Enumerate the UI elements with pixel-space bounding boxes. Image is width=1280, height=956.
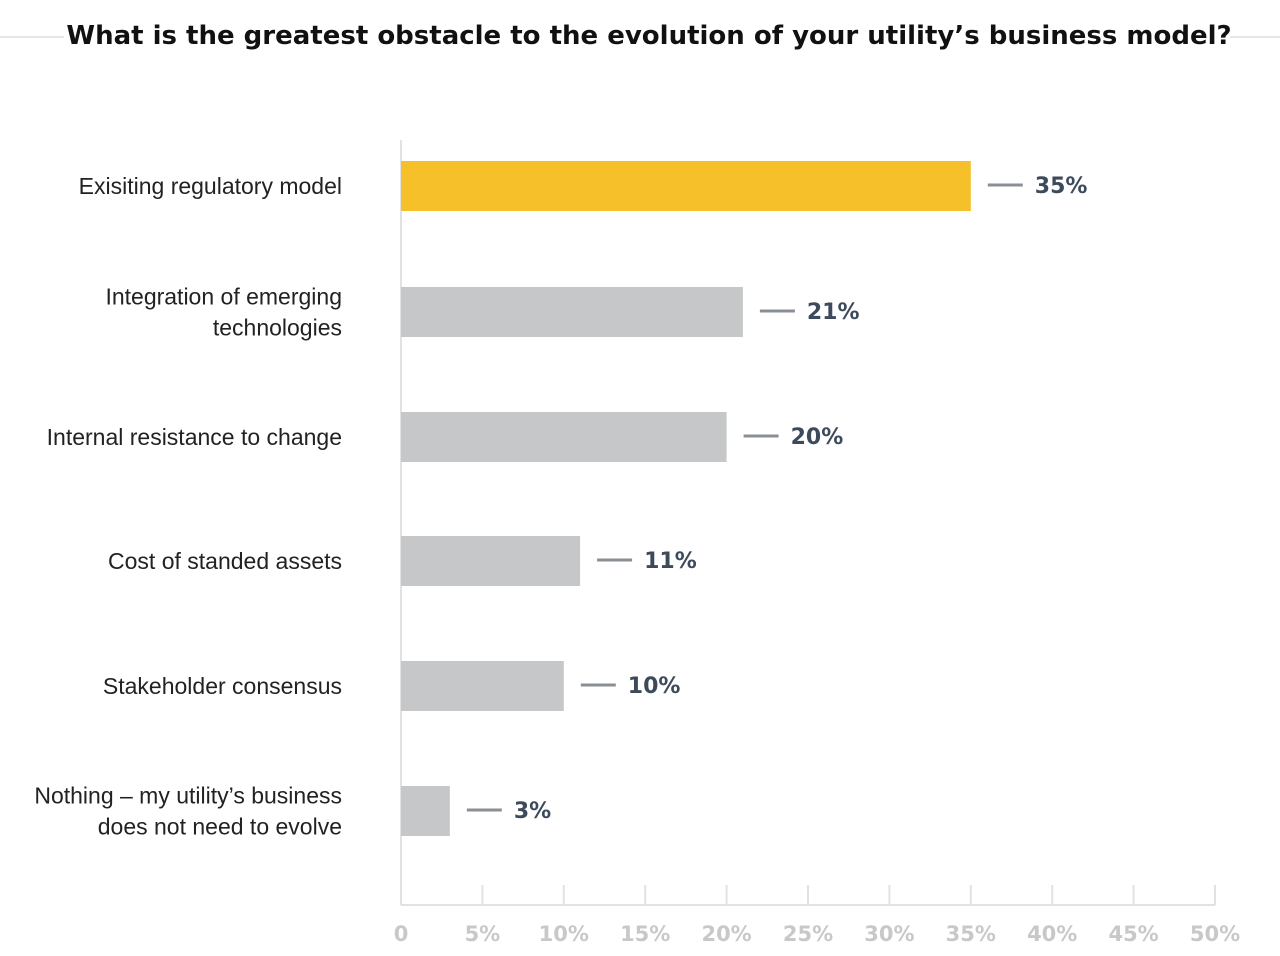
category-label-line: Cost of standed assets — [108, 548, 342, 574]
data-label: 10% — [628, 674, 681, 699]
category-label: Nothing – my utility’s business does not … — [34, 783, 342, 840]
category-label-line: Nothing – my utility’s business — [34, 783, 342, 809]
x-tick-label: 35% — [946, 922, 996, 946]
data-label: 21% — [807, 300, 860, 325]
bar — [401, 287, 743, 337]
bar — [401, 536, 581, 586]
data-label: 11% — [644, 549, 697, 574]
data-label: 20% — [791, 425, 844, 450]
category-label-line: Integration of emerging — [105, 284, 342, 310]
category-label-line: Internal resistance to change — [47, 424, 342, 450]
x-tick-label: 5% — [465, 922, 501, 946]
x-tick-label: 50% — [1190, 922, 1240, 946]
category-label: Integration of emerging technologies — [105, 284, 342, 341]
x-tick-label: 10% — [539, 922, 589, 946]
x-tick-label: 30% — [864, 922, 914, 946]
x-tick-label: 20% — [701, 922, 751, 946]
x-tick-label: 25% — [783, 922, 833, 946]
x-tick-label: 45% — [1108, 922, 1158, 946]
category-label: Exisiting regulatory model — [79, 173, 342, 199]
bar — [401, 661, 564, 711]
category-label: Cost of standed assets — [108, 548, 342, 574]
chart-title: What is the greatest obstacle to the evo… — [66, 21, 1231, 51]
data-label: 3% — [514, 799, 551, 824]
x-tick-label: 0 — [394, 922, 409, 946]
category-label-line: Exisiting regulatory model — [79, 173, 342, 199]
x-tick-label: 15% — [620, 922, 670, 946]
category-label-line: technologies — [213, 315, 342, 341]
bar — [401, 412, 727, 462]
category-label-line: Stakeholder consensus — [103, 673, 342, 699]
bar — [401, 161, 971, 211]
data-label: 35% — [1035, 174, 1088, 199]
x-tick-label: 40% — [1027, 922, 1077, 946]
category-label: Stakeholder consensus — [103, 673, 342, 699]
bar — [401, 786, 450, 836]
category-label: Internal resistance to change — [47, 424, 342, 450]
category-label-line: does not need to evolve — [98, 814, 342, 840]
